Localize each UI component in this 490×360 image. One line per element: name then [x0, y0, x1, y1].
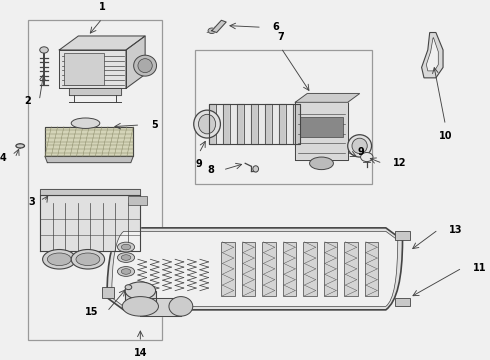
Bar: [300, 117, 343, 137]
Ellipse shape: [138, 59, 152, 73]
Ellipse shape: [348, 135, 371, 157]
Ellipse shape: [253, 166, 259, 172]
Ellipse shape: [208, 28, 216, 33]
Ellipse shape: [310, 157, 333, 170]
Ellipse shape: [169, 297, 193, 316]
Polygon shape: [279, 104, 286, 144]
Ellipse shape: [125, 282, 156, 300]
Text: 13: 13: [449, 225, 462, 235]
Ellipse shape: [71, 249, 104, 269]
Polygon shape: [40, 189, 140, 195]
Bar: [395, 298, 410, 306]
Text: 6: 6: [272, 22, 279, 32]
Ellipse shape: [122, 297, 158, 316]
Polygon shape: [126, 36, 145, 88]
Polygon shape: [212, 20, 226, 32]
Bar: [102, 287, 114, 298]
Ellipse shape: [76, 253, 100, 266]
Text: 15: 15: [85, 307, 98, 316]
Polygon shape: [45, 156, 133, 163]
Text: 3: 3: [29, 197, 35, 207]
Polygon shape: [59, 50, 126, 88]
Polygon shape: [40, 195, 140, 251]
PathPatch shape: [421, 32, 443, 78]
Ellipse shape: [361, 153, 373, 162]
Polygon shape: [69, 88, 121, 95]
Polygon shape: [272, 104, 279, 144]
Ellipse shape: [40, 47, 49, 53]
Text: 5: 5: [151, 120, 158, 130]
Ellipse shape: [16, 144, 24, 148]
Bar: [195, 50, 371, 184]
Polygon shape: [265, 104, 272, 144]
PathPatch shape: [426, 38, 438, 71]
Text: 12: 12: [393, 158, 407, 168]
Bar: [324, 242, 337, 296]
Polygon shape: [209, 104, 217, 144]
Ellipse shape: [134, 55, 156, 76]
Polygon shape: [237, 104, 245, 144]
Ellipse shape: [48, 253, 71, 266]
Text: 8: 8: [207, 165, 214, 175]
Text: 9: 9: [196, 159, 202, 170]
Ellipse shape: [121, 269, 131, 274]
Bar: [283, 242, 296, 296]
Ellipse shape: [194, 110, 220, 138]
Bar: [344, 242, 358, 296]
Bar: [125, 291, 156, 305]
Ellipse shape: [125, 285, 132, 290]
Bar: [303, 242, 317, 296]
Text: 7: 7: [278, 32, 284, 41]
Ellipse shape: [198, 114, 216, 134]
Polygon shape: [223, 104, 230, 144]
Bar: [395, 231, 410, 240]
Bar: [242, 242, 255, 296]
Text: 1: 1: [99, 2, 105, 12]
Polygon shape: [45, 127, 133, 156]
Ellipse shape: [121, 255, 131, 260]
Polygon shape: [258, 104, 265, 144]
Ellipse shape: [118, 267, 135, 276]
Polygon shape: [230, 104, 237, 144]
Ellipse shape: [118, 253, 135, 262]
Polygon shape: [59, 36, 145, 50]
Bar: [365, 242, 378, 296]
Text: 4: 4: [0, 153, 6, 163]
Polygon shape: [293, 104, 300, 144]
Ellipse shape: [71, 118, 100, 129]
Text: 11: 11: [473, 263, 486, 273]
Bar: [28, 20, 162, 339]
Bar: [262, 242, 276, 296]
Polygon shape: [217, 104, 223, 144]
Ellipse shape: [352, 138, 367, 154]
Ellipse shape: [43, 249, 76, 269]
PathPatch shape: [107, 228, 402, 310]
Ellipse shape: [118, 242, 135, 252]
Polygon shape: [251, 104, 258, 144]
Text: 2: 2: [24, 95, 31, 105]
Bar: [209, 104, 300, 144]
Text: 10: 10: [439, 131, 452, 141]
Text: 14: 14: [134, 348, 147, 358]
Polygon shape: [286, 104, 293, 144]
Bar: [128, 197, 147, 205]
Polygon shape: [245, 104, 251, 144]
Bar: [64, 53, 104, 85]
PathPatch shape: [112, 231, 398, 306]
Text: 9: 9: [357, 147, 364, 157]
Bar: [221, 242, 235, 296]
Ellipse shape: [121, 244, 131, 250]
Polygon shape: [295, 94, 360, 102]
Polygon shape: [140, 298, 181, 316]
Polygon shape: [295, 102, 348, 160]
